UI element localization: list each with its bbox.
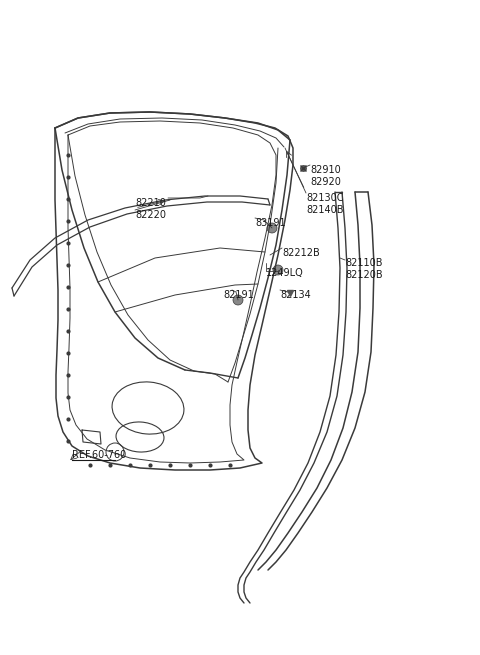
Text: 1249LQ: 1249LQ	[266, 268, 304, 278]
Circle shape	[233, 295, 243, 305]
Text: 82134: 82134	[280, 290, 311, 300]
Circle shape	[273, 265, 283, 275]
Text: 82120B: 82120B	[345, 270, 383, 280]
Text: 82212B: 82212B	[282, 248, 320, 258]
Text: 82140B: 82140B	[306, 205, 344, 215]
Text: 82220: 82220	[135, 210, 166, 220]
Text: 82191: 82191	[223, 290, 254, 300]
Text: 82920: 82920	[310, 177, 341, 187]
Text: 82210: 82210	[135, 198, 166, 208]
Text: 82130C: 82130C	[306, 193, 344, 203]
Text: 82110B: 82110B	[345, 258, 383, 268]
Circle shape	[267, 223, 277, 233]
Text: 83191: 83191	[255, 218, 286, 228]
Text: 82910: 82910	[310, 165, 341, 175]
Text: REF.60-760: REF.60-760	[72, 450, 126, 460]
